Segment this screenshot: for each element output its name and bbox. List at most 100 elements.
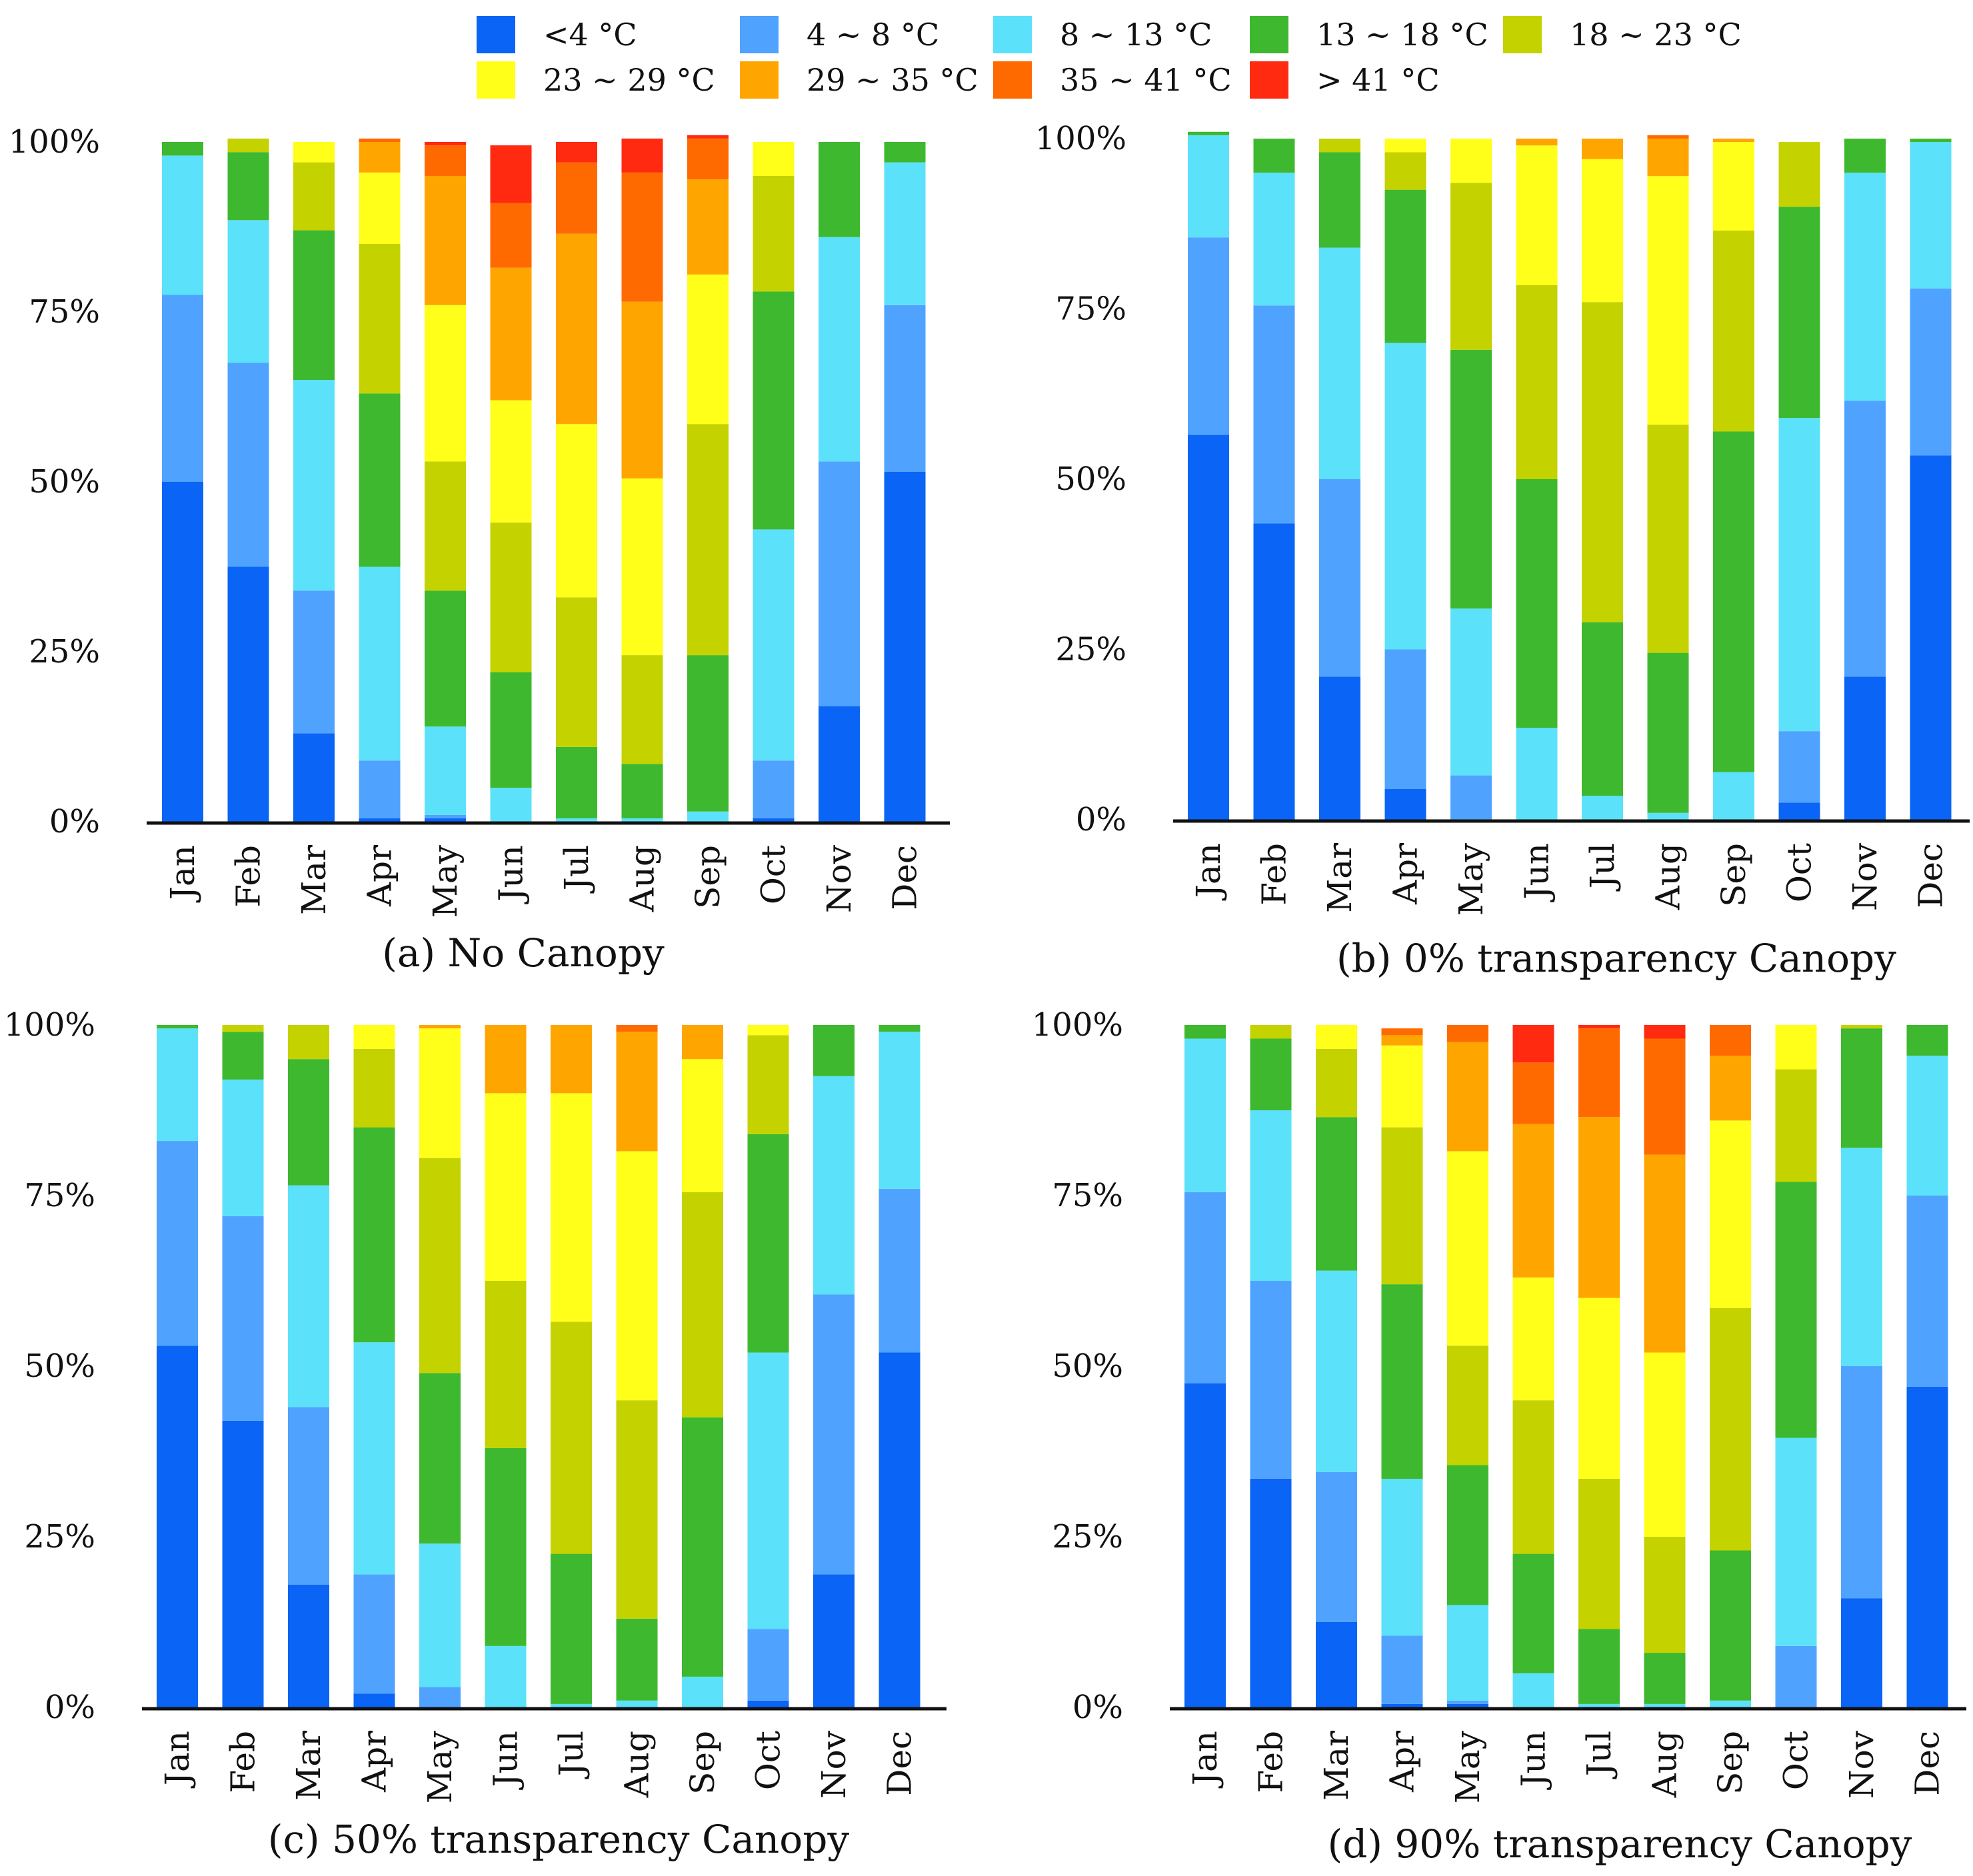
bar-segment <box>1710 1308 1751 1551</box>
bar-segment <box>1512 1124 1554 1278</box>
x-tick-label: Sep <box>1714 843 1753 907</box>
x-tick-label: Sep <box>1711 1731 1750 1795</box>
x-tick-label: Jul <box>1580 1731 1618 1779</box>
x-tick-label: Dec <box>881 1731 919 1796</box>
bar-segment <box>1844 139 1886 173</box>
legend: <4 °C 4 ~ 8 °C 8 ~ 13 °C 13 ~ 18 °C 18 ~ 23 … <box>477 16 1742 99</box>
bar-segment <box>1319 479 1360 677</box>
bar-segment <box>1450 139 1492 183</box>
bar-segment <box>879 1025 921 1032</box>
bar-segment <box>556 818 597 822</box>
bar-segment <box>1841 1028 1882 1148</box>
bar-segment <box>425 461 466 591</box>
bar-segment <box>813 1574 855 1707</box>
bar-segment <box>353 1127 395 1343</box>
bar-segment <box>1250 1110 1292 1281</box>
bar-segment <box>490 672 532 788</box>
bar-segment <box>222 1032 264 1080</box>
bar-segment <box>1775 1069 1817 1182</box>
bar-segment <box>359 760 401 818</box>
bar-segment <box>1906 1025 1948 1056</box>
x-tick-label: Feb <box>224 1731 263 1793</box>
bar-segment <box>1647 176 1689 425</box>
bar-segment <box>621 138 663 173</box>
x-tick-label: Mar <box>1320 843 1359 913</box>
bar-segment <box>419 1025 461 1029</box>
bar-segment <box>1578 1025 1620 1029</box>
x-tick-label: Jun <box>1518 843 1556 902</box>
bar-segment <box>747 1352 789 1629</box>
bar-segment <box>1775 1437 1817 1646</box>
bar-segment <box>288 1584 329 1707</box>
bar-segment <box>419 1543 461 1687</box>
bar-segment <box>1713 431 1754 772</box>
bar-segment <box>157 1141 198 1346</box>
bar-segment <box>1778 731 1820 803</box>
bar-segment <box>616 1151 658 1401</box>
bar-segment <box>1578 1117 1620 1298</box>
bar-segment <box>293 380 335 591</box>
bar-segment <box>621 655 663 764</box>
bar-segment <box>419 1028 461 1158</box>
bar-segment <box>1906 1056 1948 1196</box>
bar-segment <box>1512 1062 1554 1124</box>
bar-segment <box>1844 676 1886 820</box>
bar-segment <box>1775 1645 1817 1707</box>
bar-segment <box>157 1346 198 1707</box>
bar-segment <box>1582 796 1623 820</box>
bar-segment <box>1906 1386 1948 1707</box>
bar-segment <box>1381 1045 1423 1128</box>
bar-segment <box>1512 1673 1554 1707</box>
bar-segment <box>1644 1537 1686 1653</box>
bar-segment <box>1910 139 1952 143</box>
bar-segment <box>1710 1550 1751 1701</box>
bar-segment <box>1450 183 1492 350</box>
y-tick-label: 75% <box>24 1177 95 1214</box>
x-tick-label: Oct <box>1780 843 1819 902</box>
legend-item: 4 ~ 8 °C <box>740 16 939 53</box>
bar-segment <box>419 1373 461 1544</box>
bar-segment <box>1381 1635 1423 1704</box>
bar-segment <box>227 152 269 221</box>
bar-segment <box>1713 139 1754 143</box>
bar-segment <box>1381 1035 1423 1046</box>
bar-segment <box>162 295 203 482</box>
bar-segment <box>813 1076 855 1295</box>
bar-segment <box>1582 159 1623 303</box>
bar-segment <box>227 566 269 822</box>
bar-segment <box>490 522 532 672</box>
legend-item: 23 ~ 29 °C <box>477 61 715 99</box>
y-tick-label: 0% <box>45 1689 95 1726</box>
bar-segment <box>1184 1038 1226 1192</box>
x-tick-label: Aug <box>623 845 662 912</box>
bar-segment <box>359 244 401 394</box>
bar-segment <box>222 1420 264 1707</box>
x-tick-label: Jan <box>1189 843 1228 901</box>
bar-segment <box>227 363 269 567</box>
x-tick-label: Jan <box>163 845 202 903</box>
bar-segment <box>1253 305 1295 524</box>
bar-segment <box>1250 1038 1292 1110</box>
x-tick-label: Sep <box>683 1731 722 1795</box>
y-tick-label: 100% <box>9 123 100 161</box>
bar-segment <box>1450 775 1492 820</box>
legend-item: 8 ~ 13 °C <box>993 16 1212 53</box>
bar-segment <box>1253 139 1295 173</box>
bar-segment <box>556 162 597 234</box>
y-tick-label: 25% <box>1052 1518 1123 1555</box>
bar-segment <box>293 142 335 163</box>
bar-segment <box>1710 1120 1751 1308</box>
bar-segment <box>359 566 401 761</box>
x-tick-label: Aug <box>1646 1731 1684 1798</box>
x-tick-label: Jan <box>158 1731 197 1789</box>
bar-segment <box>1512 1400 1554 1554</box>
legend-label: 18 ~ 23 °C <box>1570 17 1742 53</box>
bar-segment <box>1841 1025 1882 1029</box>
x-tick-label: Feb <box>229 845 268 908</box>
chart-panel: 0% 25% 50% 75% 100% Jan Feb Mar Apr May Jun Jul Aug S… <box>1032 1006 1966 1867</box>
bar-segment <box>551 1093 592 1322</box>
bar-segment <box>621 301 663 478</box>
bar-segment <box>1710 1056 1751 1121</box>
bar-segment <box>747 1629 789 1701</box>
